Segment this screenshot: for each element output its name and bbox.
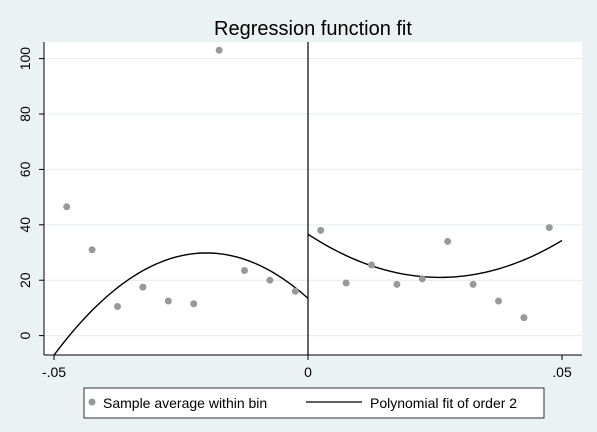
axes: 0 20 40 60 80 100 -.05 0 .05 [17,42,582,380]
data-point [418,275,426,283]
plot-area [44,42,582,355]
data-point [469,280,477,288]
chart-title: Regression function fit [214,18,412,40]
y-tick-label: 0 [17,332,33,340]
data-point [368,261,375,269]
data-point [291,287,299,295]
data-point [317,226,325,234]
data-point [63,203,71,211]
legend: Sample average within bin Polynomial fit… [83,387,545,419]
data-point [520,314,528,322]
x-tick-label: -.05 [42,364,66,380]
data-point [139,283,147,291]
data-point [114,303,121,311]
data-point [88,246,96,254]
y-tick-label: 40 [17,217,33,233]
y-tick-label: 20 [17,272,33,288]
data-point [342,279,350,287]
data-point [164,297,172,305]
scatter-points [63,46,553,322]
fit-curve [53,252,309,356]
y-tick-label: 80 [17,106,33,122]
x-tick-label: .05 [552,364,572,380]
legend-label-scatter: Sample average within bin [103,395,267,411]
x-tick-label: 0 [304,364,312,380]
legend-box [83,387,545,419]
fit-curve [307,233,563,279]
data-point [241,267,248,275]
data-point [393,280,401,288]
fit-lines [53,233,563,356]
data-point [190,300,198,308]
data-point [444,237,452,245]
data-point [215,46,223,54]
legend-marker-scatter [88,398,96,406]
data-point [266,276,274,284]
y-tick-label: 100 [17,47,33,71]
data-point [495,297,502,305]
y-tick-label: 60 [17,161,33,177]
grid-lines [44,58,582,337]
data-point [545,224,553,232]
legend-label-line: Polynomial fit of order 2 [370,395,517,411]
